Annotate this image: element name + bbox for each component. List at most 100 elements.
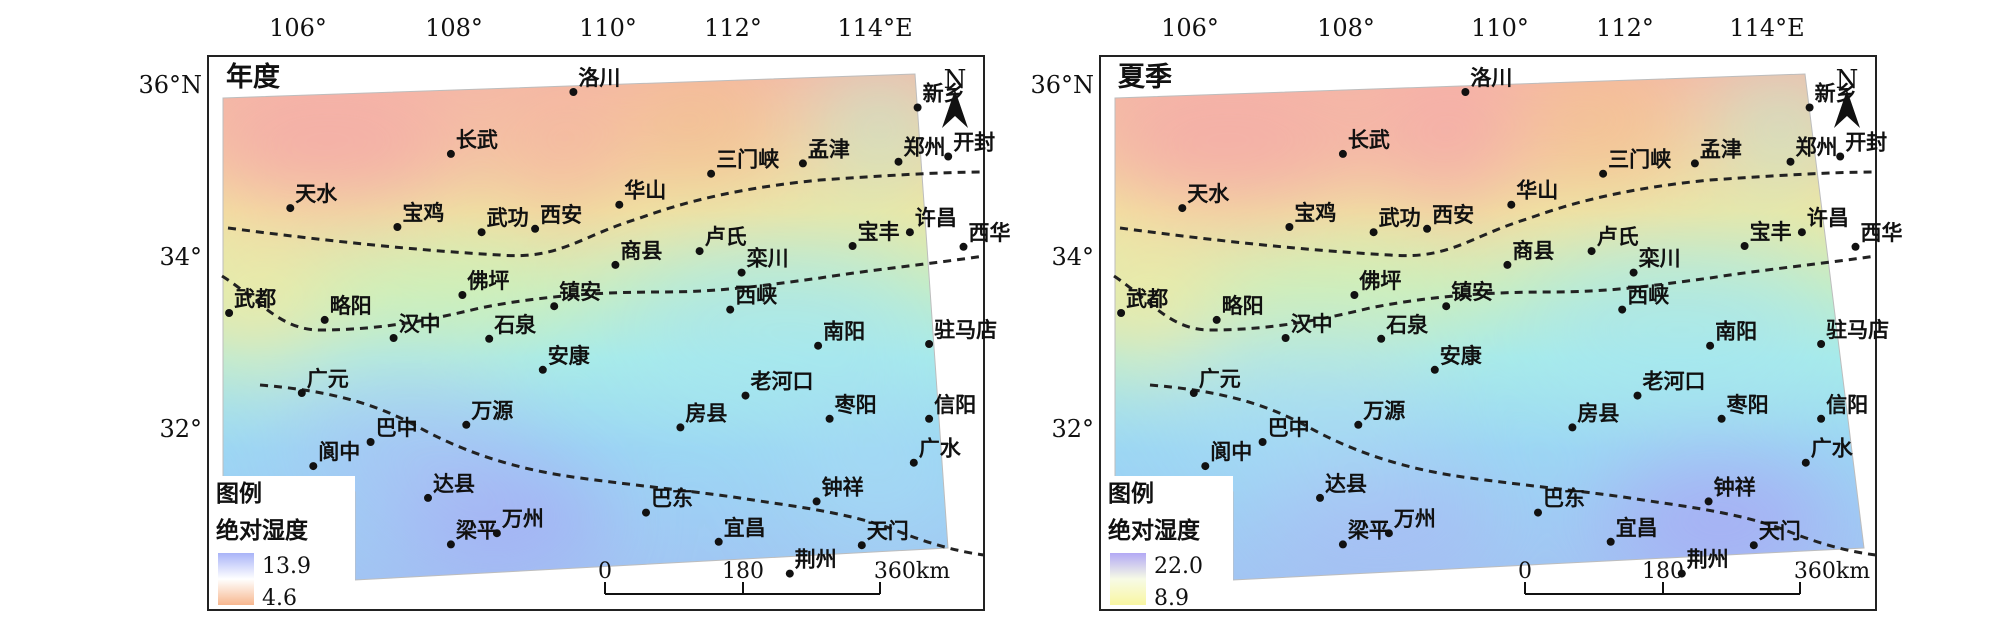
city-label: 略阳 bbox=[330, 293, 372, 318]
city-dot bbox=[814, 341, 823, 350]
city-荆州: 荆州 bbox=[785, 547, 837, 578]
city-dot bbox=[1836, 152, 1845, 161]
city-巴中: 巴中 bbox=[366, 415, 418, 446]
city-dot bbox=[1189, 389, 1198, 397]
city-label: 梁平 bbox=[455, 517, 498, 542]
legend-max: 13.9 bbox=[262, 554, 311, 579]
svg-text:N: N bbox=[944, 65, 967, 95]
city-label: 荆州 bbox=[795, 547, 837, 572]
scale-bar: 0 180 360km bbox=[598, 559, 950, 595]
legend-max: 22.0 bbox=[1154, 554, 1203, 579]
city-markers: 洛川新乡长武三门峡 孟津 郑州 开封天水宝鸡 武功 西安华山商县卢氏栾川宝丰许昌西华武都略… bbox=[225, 65, 1011, 578]
city-巴东: 巴东 bbox=[642, 486, 693, 517]
city-label: 栾川 bbox=[1638, 246, 1681, 271]
city-label: 南阳 bbox=[1715, 319, 1757, 344]
city-孟津: 孟津 bbox=[798, 136, 850, 168]
city-略阳: 略阳 bbox=[320, 293, 372, 324]
city-label: 枣阳 bbox=[1726, 392, 1769, 417]
city-钟祥: 钟祥 bbox=[812, 474, 864, 506]
city-label: 驻马店 bbox=[934, 317, 997, 342]
city-栾川: 栾川 bbox=[737, 246, 789, 277]
city-dot bbox=[1201, 462, 1210, 471]
scale-label-0: 0 bbox=[598, 559, 612, 584]
city-label: 阆中 bbox=[318, 439, 360, 464]
scale-label-180: 180 bbox=[1642, 559, 1684, 584]
city-dot bbox=[798, 159, 807, 168]
city-西华: 西华 bbox=[1851, 220, 1903, 251]
city-宝鸡: 宝鸡 bbox=[1285, 200, 1336, 231]
city-dot bbox=[1258, 438, 1267, 446]
city-label: 郑州 bbox=[904, 135, 946, 160]
city-label: 许昌 bbox=[1807, 205, 1849, 230]
city-dot bbox=[615, 200, 624, 209]
map-frame bbox=[1099, 55, 1877, 611]
scale-label-360: 360km bbox=[874, 559, 950, 584]
city-label: 开封 bbox=[1845, 130, 1887, 155]
city-dot bbox=[1587, 247, 1596, 256]
city-洛川: 洛川 bbox=[569, 65, 620, 96]
city-南阳: 南阳 bbox=[1706, 319, 1757, 350]
city-label: 宜昌 bbox=[1616, 515, 1658, 540]
city-万州: 万州 bbox=[1384, 506, 1436, 538]
city-dot bbox=[1717, 414, 1726, 423]
city-dot bbox=[1338, 540, 1347, 549]
city-label: 西峡 bbox=[1627, 283, 1669, 308]
city-dot bbox=[1606, 537, 1615, 546]
city-阆中: 阆中 bbox=[309, 439, 360, 471]
city-dot bbox=[1599, 169, 1608, 178]
lon-ticks: 106° 108° 110° 112° 114°E bbox=[269, 14, 913, 42]
city-信阳: 信阳 bbox=[925, 392, 976, 423]
city-开封: 开封 bbox=[944, 130, 995, 161]
city-label: 万源 bbox=[1362, 398, 1405, 423]
city-label: 长武 bbox=[1348, 127, 1390, 152]
city-荆州: 荆州 bbox=[1677, 547, 1729, 578]
city-万源: 万源 bbox=[462, 398, 513, 429]
city-label: 巴东 bbox=[651, 486, 693, 511]
city-dot bbox=[909, 458, 918, 467]
city-dot bbox=[531, 224, 540, 233]
city-dot bbox=[1461, 88, 1470, 96]
north-arrow: N bbox=[942, 65, 968, 128]
city-label: 汉中 bbox=[1291, 311, 1333, 336]
city-dot bbox=[1817, 340, 1826, 348]
city-label: 万州 bbox=[501, 506, 544, 531]
city-dot bbox=[389, 334, 398, 342]
city-label: 孟津 bbox=[808, 136, 850, 161]
city-label: 万源 bbox=[470, 398, 513, 423]
city-label: 孟津 bbox=[1700, 136, 1742, 161]
city-枣阳: 枣阳 bbox=[1717, 392, 1769, 423]
lat-ticks: 36°N 34° 32° bbox=[138, 71, 202, 443]
panel-summer: 洛川新乡长武三门峡 孟津 郑州 开封天水宝鸡 武功 西安华山商县卢氏栾川宝丰许昌西华武都略… bbox=[1030, 14, 1903, 611]
city-栾川: 栾川 bbox=[1629, 246, 1681, 277]
city-dot bbox=[1740, 242, 1749, 250]
legend: 图例 绝对湿度 22.0 8.9 bbox=[1101, 476, 1233, 611]
city-dot bbox=[1212, 315, 1221, 324]
city-dot bbox=[913, 103, 922, 112]
city-汉中: 汉中 bbox=[389, 311, 441, 342]
city-万源: 万源 bbox=[1354, 398, 1405, 429]
city-dot bbox=[320, 315, 329, 324]
city-商县: 商县 bbox=[1503, 238, 1554, 269]
legend-subtitle: 绝对湿度 bbox=[1108, 517, 1201, 544]
city-label: 商县 bbox=[1512, 238, 1554, 263]
city-dot bbox=[812, 497, 821, 506]
city-武功: 武功 bbox=[1369, 205, 1421, 237]
city-label: 西华 bbox=[969, 220, 1011, 245]
city-label: 巴中 bbox=[1268, 415, 1310, 440]
city-dot bbox=[1568, 423, 1577, 432]
city-label: 广元 bbox=[307, 366, 349, 391]
city-label: 开封 bbox=[953, 130, 995, 155]
city-天门: 天门 bbox=[857, 518, 909, 550]
city-西安: 西安 bbox=[531, 202, 582, 233]
city-天水: 天水 bbox=[286, 181, 338, 213]
city-dot bbox=[1633, 391, 1642, 400]
city-dot bbox=[925, 340, 934, 348]
scale-label-360: 360km bbox=[1794, 559, 1870, 584]
city-dot bbox=[741, 391, 750, 400]
city-安康: 安康 bbox=[1430, 343, 1483, 374]
city-dot bbox=[1817, 414, 1826, 423]
city-宜昌: 宜昌 bbox=[1606, 515, 1658, 546]
city-label: 武功 bbox=[487, 205, 529, 230]
city-label: 宝丰 bbox=[1750, 219, 1792, 244]
svg-text:114°E: 114°E bbox=[837, 14, 912, 42]
